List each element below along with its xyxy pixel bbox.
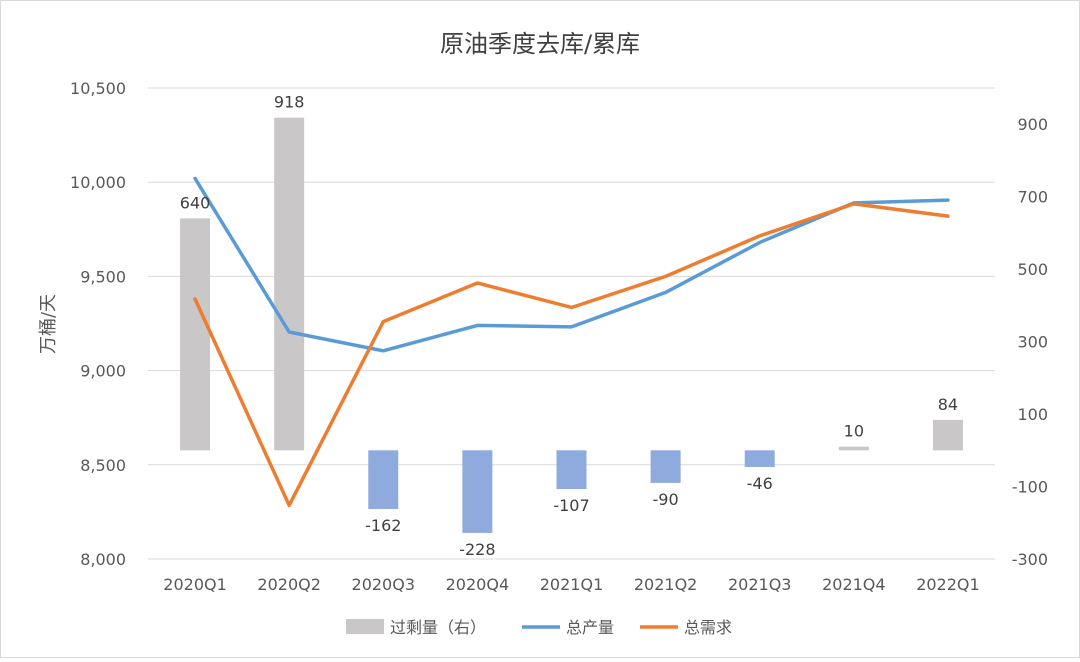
legend: 过剩量（右） 总产量 总需求 — [346, 618, 732, 637]
right-tick-label: -100 — [1012, 478, 1048, 497]
right-tick-label: 500 — [1017, 260, 1048, 279]
x-tick-label: 2020Q3 — [352, 575, 416, 594]
right-tick-label: 900 — [1017, 115, 1048, 134]
left-tick-label: 10,000 — [70, 173, 126, 192]
bar — [556, 450, 587, 490]
bar-data-label: -90 — [653, 490, 679, 509]
right-tick-label: 100 — [1017, 405, 1048, 424]
bar-data-label: -107 — [553, 496, 589, 515]
left-tick-label: 9,000 — [80, 362, 126, 381]
bar-data-label: 84 — [938, 395, 958, 414]
legend-label-production: 总产量 — [566, 618, 614, 637]
right-axis-ticks: -300 -100 100 300 500 700 900 — [1012, 115, 1048, 569]
x-tick-label: 2022Q1 — [916, 575, 980, 594]
line-series — [193, 176, 950, 508]
bar-series — [180, 117, 963, 533]
bar-data-label: -228 — [459, 540, 495, 559]
x-axis-ticks: 2020Q1 2020Q2 2020Q3 2020Q4 2021Q1 2021Q2 2021… — [163, 575, 979, 594]
x-tick-label: 2021Q4 — [822, 575, 886, 594]
bar-data-label: 10 — [844, 422, 864, 441]
legend-label-demand: 总需求 — [684, 618, 732, 637]
bar — [838, 446, 869, 451]
right-tick-label: -300 — [1012, 550, 1048, 569]
chart-title: 原油季度去库/累库 — [440, 30, 640, 58]
bar — [744, 450, 775, 467]
right-tick-label: 300 — [1017, 333, 1048, 352]
bar-data-labels: 640 918 -162 -228 -107 -90 -46 10 84 — [180, 93, 958, 559]
bar-data-label: 640 — [180, 193, 211, 212]
y-axis-label: 万桶/天 — [38, 294, 59, 354]
left-tick-label: 10,500 — [70, 79, 126, 98]
bar-data-label: -162 — [365, 516, 401, 535]
bar — [274, 117, 305, 451]
right-tick-label: 700 — [1017, 188, 1048, 207]
bar — [462, 450, 493, 533]
legend-label-bar: 过剩量（右） — [390, 618, 486, 637]
legend-swatch-bar — [346, 619, 384, 634]
bar-data-label: 918 — [274, 93, 305, 112]
bar — [180, 218, 211, 451]
x-tick-label: 2021Q1 — [540, 575, 604, 594]
x-tick-label: 2021Q2 — [634, 575, 698, 594]
left-axis-ticks: 8,000 8,500 9,000 9,500 10,000 10,500 — [70, 79, 126, 569]
bar — [932, 419, 963, 451]
left-tick-label: 8,000 — [80, 550, 126, 569]
left-tick-label: 8,500 — [80, 456, 126, 475]
x-tick-label: 2020Q1 — [163, 575, 227, 594]
left-tick-label: 9,500 — [80, 267, 126, 286]
bar — [650, 450, 681, 483]
line-demand — [193, 202, 950, 508]
x-tick-label: 2020Q2 — [257, 575, 321, 594]
bar-data-label: -46 — [747, 474, 773, 493]
bar — [368, 450, 399, 510]
x-tick-label: 2021Q3 — [728, 575, 792, 594]
x-tick-label: 2020Q4 — [446, 575, 510, 594]
